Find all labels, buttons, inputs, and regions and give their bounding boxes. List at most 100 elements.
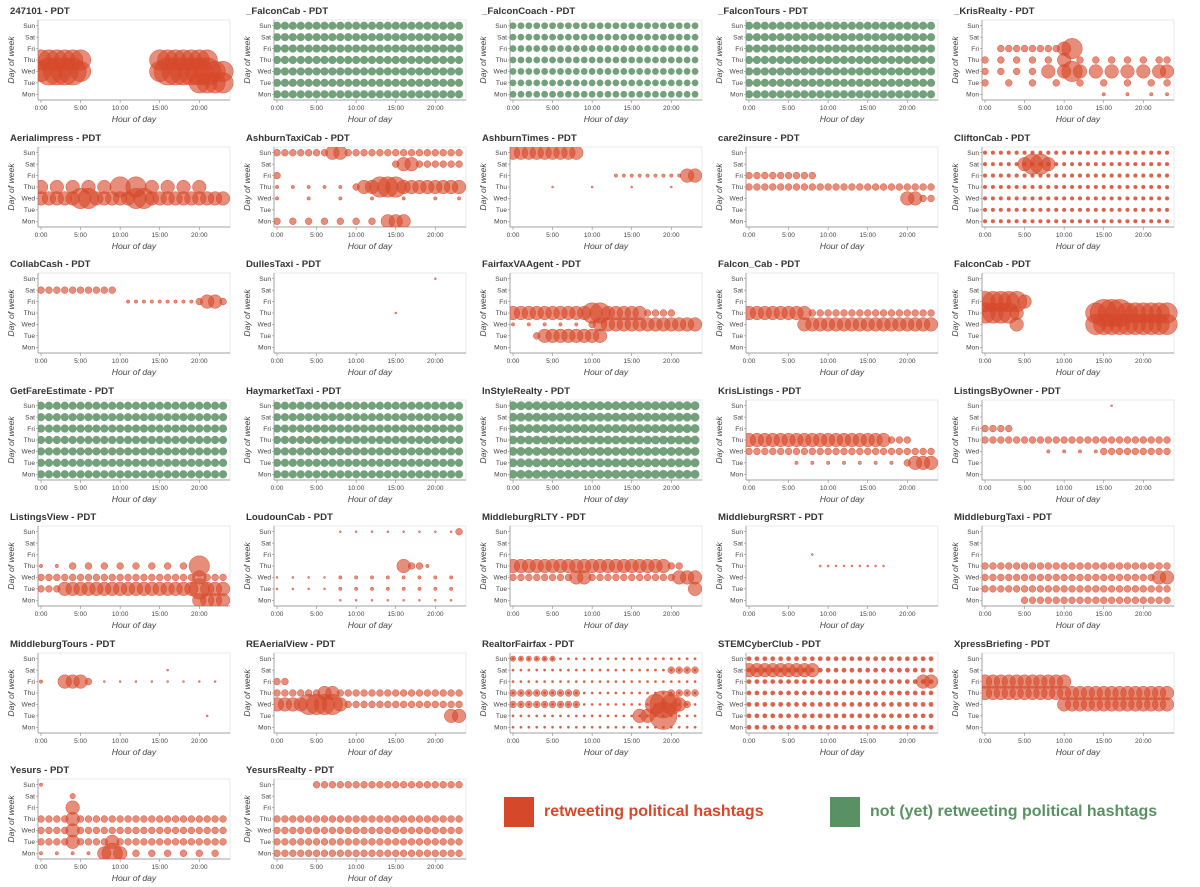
y-axis-label: Day of week — [478, 668, 488, 716]
activity-dot — [171, 401, 180, 410]
chart-panel: Falcon_Cab - PDTSunSatFriThuWedTueMon0:0… — [714, 259, 939, 377]
activity-dot — [746, 90, 754, 99]
activity-dot — [1139, 585, 1147, 593]
activity-dot — [288, 412, 297, 421]
activity-dot — [879, 309, 888, 317]
activity-dot — [344, 148, 352, 156]
activity-dot — [816, 21, 825, 30]
activity-dot — [439, 33, 448, 42]
activity-dot — [163, 469, 172, 478]
activity-dot — [563, 446, 573, 456]
plot-area — [37, 272, 231, 354]
activity-dot — [274, 435, 282, 444]
activity-dot — [454, 90, 464, 99]
activity-dot — [179, 458, 188, 467]
activity-dot — [559, 656, 562, 660]
activity-dot — [881, 712, 886, 718]
activity-dot — [92, 469, 101, 478]
activity-dot — [147, 412, 156, 421]
activity-dot — [132, 849, 140, 857]
activity-dot — [418, 599, 421, 602]
activity-dot — [919, 55, 928, 65]
activity-dot — [604, 22, 612, 30]
activity-dot — [649, 701, 678, 730]
activity-dot — [630, 679, 634, 683]
activity-dot — [792, 55, 801, 65]
activity-dot — [802, 724, 807, 730]
x-tick-label: 5:00 — [1018, 611, 1031, 618]
activity-dot — [399, 21, 408, 30]
activity-dot — [871, 447, 880, 455]
activity-dot — [100, 435, 109, 444]
x-tick-label: 15:00 — [151, 105, 168, 112]
x-tick-label: 20:00 — [663, 611, 680, 618]
y-tick-label: Thu — [732, 57, 744, 64]
activity-dot — [54, 564, 59, 568]
activity-dot — [455, 528, 463, 536]
activity-dot — [636, 79, 644, 87]
activity-dot — [1030, 150, 1035, 155]
activity-dot — [296, 44, 305, 53]
activity-dot — [211, 838, 219, 846]
activity-dot — [139, 458, 148, 467]
y-tick-label: Thu — [496, 563, 508, 570]
activity-dot — [543, 668, 547, 672]
activity-dot — [620, 56, 628, 64]
y-tick-label: Sun — [259, 402, 271, 409]
activity-dot — [928, 712, 934, 718]
activity-dot — [391, 446, 400, 456]
activity-dot — [574, 322, 579, 327]
activity-dot — [831, 67, 841, 76]
activity-dot — [541, 688, 549, 697]
activity-dot — [517, 688, 525, 697]
activity-dot — [682, 423, 692, 433]
activity-dot — [116, 469, 125, 478]
activity-dot — [887, 90, 896, 99]
y-tick-label: Wed — [966, 195, 980, 202]
activity-dot — [1014, 173, 1019, 178]
activity-dot — [911, 447, 919, 455]
activity-dot — [447, 435, 456, 444]
activity-dot — [574, 656, 578, 660]
y-tick-label: Fri — [263, 805, 271, 812]
activity-dot — [887, 435, 896, 444]
activity-dot — [761, 171, 769, 179]
activity-dot — [551, 185, 554, 188]
activity-dot — [1076, 585, 1084, 593]
activity-dot — [69, 286, 77, 294]
activity-dot — [1109, 150, 1114, 155]
activity-dot — [1157, 195, 1162, 200]
activity-dot — [1060, 435, 1068, 444]
y-tick-label: Sun — [259, 23, 271, 30]
activity-dot — [454, 446, 464, 456]
activity-dot — [746, 655, 752, 661]
y-tick-label: Sat — [261, 414, 271, 421]
activity-dot — [415, 159, 424, 168]
y-tick-label: Wed — [966, 69, 980, 76]
activity-dot — [839, 21, 849, 30]
activity-dot — [415, 412, 424, 421]
activity-dot — [990, 173, 995, 178]
activity-dot — [778, 690, 784, 695]
activity-dot — [831, 78, 841, 87]
activity-dot — [218, 412, 228, 421]
activity-dot — [312, 826, 321, 835]
chart-panel: STEMCyberClub - PDTSunSatFriThuWedTueMon… — [714, 639, 939, 757]
activity-dot — [1155, 56, 1163, 64]
x-tick-label: 20:00 — [1135, 232, 1152, 239]
activity-dot — [839, 78, 849, 87]
activity-dot — [455, 159, 463, 168]
x-axis-label: Hour of day — [1056, 620, 1101, 630]
activity-dot — [571, 446, 581, 456]
activity-dot — [777, 171, 785, 179]
y-tick-label: Tue — [496, 80, 507, 87]
activity-dot — [752, 33, 761, 42]
y-tick-label: Tue — [732, 460, 743, 467]
activity-dot — [336, 815, 344, 823]
activity-dot — [997, 67, 1005, 76]
activity-dot — [431, 33, 440, 42]
activity-dot — [825, 712, 831, 718]
activity-dot — [407, 21, 416, 30]
activity-dot — [116, 826, 124, 835]
